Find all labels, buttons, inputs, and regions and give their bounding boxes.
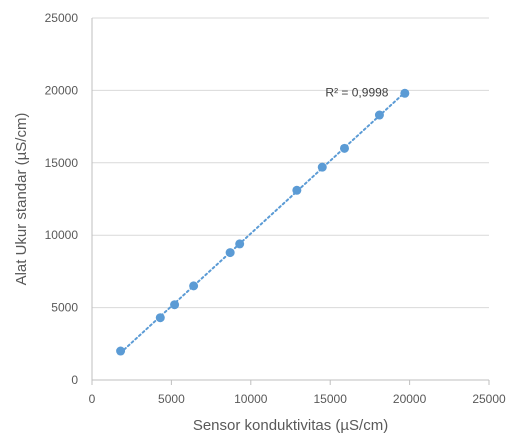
data-point [374,110,384,120]
y-tick-label: 10000 [45,228,79,242]
y-tick-label: 5000 [51,301,78,315]
data-point [155,313,165,323]
y-tick-label: 20000 [45,83,79,97]
data-point [317,162,327,172]
y-tick-label: 25000 [45,11,79,25]
data-point [116,346,126,356]
x-tick-label: 0 [89,392,96,406]
trendline [119,91,406,354]
data-point [235,239,245,249]
r-squared-annotation: R² = 0,9998 [325,85,388,99]
data-point [292,185,302,195]
x-tick-label: 25000 [472,392,506,406]
x-tick-label: 20000 [393,392,427,406]
data-point [170,300,180,310]
x-tick-label: 15000 [314,392,348,406]
y-axis-title: Alat Ukur standar (µS/cm) [13,113,30,286]
x-tick-label: 5000 [158,392,185,406]
gridlines [92,17,489,309]
data-point [225,248,235,258]
data-point [189,281,199,291]
x-axis-title: Sensor konduktivitas (µS/cm) [193,417,388,434]
data-point [400,88,410,98]
labels: 0 5000 10000 15000 20000 25000 0 5000 10000 15000… [13,11,506,434]
data-point [339,143,349,153]
y-tick-label: 0 [71,373,78,387]
trendline-group [119,91,406,354]
data-points [116,88,410,356]
axes [91,18,490,385]
y-tick-label: 15000 [45,156,79,170]
x-tick-label: 10000 [234,392,268,406]
